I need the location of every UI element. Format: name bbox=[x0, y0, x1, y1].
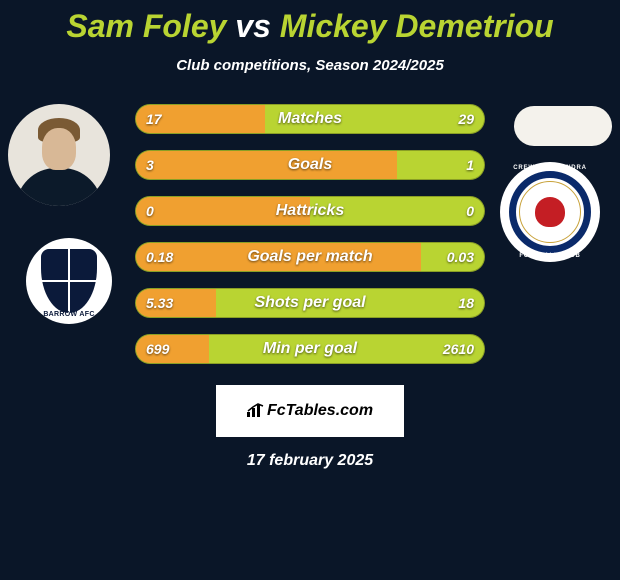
stat-value-left: 0.18 bbox=[146, 249, 173, 265]
stat-value-right: 0 bbox=[466, 203, 474, 219]
brand-badge: FcTables.com bbox=[215, 384, 405, 438]
player1-avatar bbox=[8, 104, 110, 206]
team-right-bottom: FOOTBALL CLUB bbox=[500, 253, 600, 259]
stat-value-right: 29 bbox=[458, 111, 474, 127]
stat-value-left: 17 bbox=[146, 111, 162, 127]
stat-bar: 0Hattricks0 bbox=[135, 196, 485, 226]
stat-value-right: 18 bbox=[458, 295, 474, 311]
player2-name: Mickey Demetriou bbox=[280, 8, 554, 44]
stat-value-right: 0.03 bbox=[447, 249, 474, 265]
stat-bar: 17Matches29 bbox=[135, 104, 485, 134]
player2-team-badge: CREWE ALEXANDRA FOOTBALL CLUB bbox=[500, 162, 600, 262]
stat-value-left: 0 bbox=[146, 203, 154, 219]
date-text: 17 february 2025 bbox=[0, 452, 620, 470]
player2-avatar bbox=[514, 106, 612, 146]
chart-icon bbox=[247, 403, 265, 417]
stat-value-right: 2610 bbox=[443, 341, 474, 357]
stat-bars: 17Matches29 3Goals1 0Hattricks0 0.18Goals p… bbox=[135, 104, 485, 380]
stat-bar-fill bbox=[136, 151, 397, 179]
stat-value-left: 5.33 bbox=[146, 295, 173, 311]
team-left-label: BARROW AFC bbox=[26, 311, 112, 318]
page-title: Sam Foley vs Mickey Demetriou bbox=[0, 0, 620, 45]
stat-bar: 3Goals1 bbox=[135, 150, 485, 180]
player1-name: Sam Foley bbox=[66, 8, 226, 44]
stat-value-left: 699 bbox=[146, 341, 169, 357]
comparison-stage: BARROW AFC CREWE ALEXANDRA FOOTBALL CLUB… bbox=[0, 104, 620, 374]
player1-team-badge: BARROW AFC bbox=[26, 238, 112, 324]
stat-value-right: 1 bbox=[466, 157, 474, 173]
stat-bar-fill bbox=[136, 243, 421, 271]
stat-bar-fill bbox=[136, 197, 310, 225]
stat-value-left: 3 bbox=[146, 157, 154, 173]
stat-bar: 699Min per goal2610 bbox=[135, 334, 485, 364]
stat-bar: 5.33Shots per goal18 bbox=[135, 288, 485, 318]
team-right-top: CREWE ALEXANDRA bbox=[500, 165, 600, 171]
stat-bar: 0.18Goals per match0.03 bbox=[135, 242, 485, 272]
brand-logo: FcTables.com bbox=[247, 402, 373, 420]
brand-text: FcTables.com bbox=[267, 402, 373, 419]
subtitle: Club competitions, Season 2024/2025 bbox=[0, 57, 620, 74]
vs-text: vs bbox=[235, 8, 271, 44]
